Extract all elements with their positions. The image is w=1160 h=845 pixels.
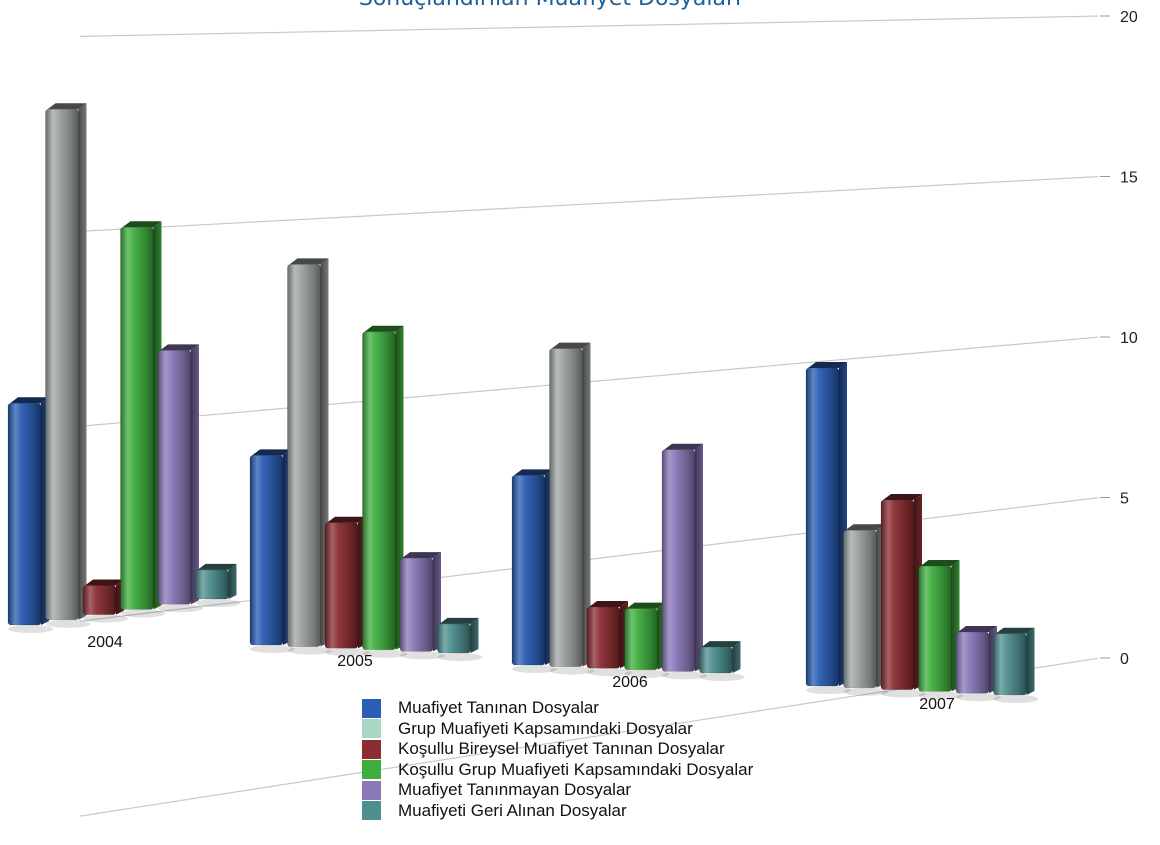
legend-swatch bbox=[362, 801, 381, 821]
y-tick-label: 10 bbox=[1120, 330, 1138, 347]
legend-item: Muafiyeti Geri Alınan Dosyalar bbox=[362, 801, 753, 822]
legend-item: Muafiyet Tanınmayan Dosyalar bbox=[362, 780, 753, 801]
x-tick-label: 2007 bbox=[919, 696, 955, 713]
legend-item: Grup Muafiyeti Kapsamındaki Dosyalar bbox=[362, 719, 753, 740]
bar bbox=[157, 344, 203, 613]
x-tick-label: 2006 bbox=[612, 674, 648, 691]
bar bbox=[195, 563, 241, 607]
legend-swatch bbox=[362, 780, 381, 800]
bar bbox=[549, 342, 595, 675]
x-tick-label: 2005 bbox=[337, 653, 373, 670]
chart-title: Sonuçlandırılan Muafiyet Dosyaları bbox=[0, 0, 1100, 11]
legend-swatch bbox=[362, 739, 381, 759]
legend-label: Koşullu Grup Muafiyeti Kapsamındaki Dosy… bbox=[398, 759, 754, 779]
bar bbox=[880, 494, 926, 698]
bar bbox=[993, 627, 1039, 703]
bar bbox=[437, 617, 483, 661]
legend-swatch bbox=[362, 698, 381, 718]
labels: 0 5 10 15 20 2004 2005 2006 2007 bbox=[87, 9, 1138, 713]
gridline bbox=[79, 15, 1099, 37]
bar bbox=[699, 641, 745, 681]
y-tick-label: 0 bbox=[1120, 651, 1129, 668]
bar bbox=[362, 325, 408, 658]
gridline bbox=[79, 176, 1099, 232]
legend-swatch bbox=[362, 760, 381, 780]
legend-label: Koşullu Bireysel Muafiyet Tanınan Dosyal… bbox=[398, 739, 725, 759]
bar bbox=[661, 443, 707, 680]
x-tick-label: 2004 bbox=[87, 634, 123, 651]
y-tick-label: 15 bbox=[1120, 170, 1138, 187]
legend-label: Muafiyet Tanınmayan Dosyalar bbox=[398, 780, 632, 800]
bar bbox=[287, 258, 333, 655]
y-tick-label: 5 bbox=[1120, 491, 1129, 508]
y-tick-label: 20 bbox=[1120, 9, 1138, 26]
legend-label: Grup Muafiyeti Kapsamındaki Dosyalar bbox=[398, 718, 693, 738]
legend-item: Muafiyet Tanınan Dosyalar bbox=[362, 698, 753, 719]
legend: Muafiyet Tanınan Dosyalar Grup Muafiyeti … bbox=[362, 698, 753, 821]
legend-label: Muafiyeti Geri Alınan Dosyalar bbox=[398, 800, 627, 820]
legend-swatch bbox=[362, 719, 381, 739]
legend-item: Koşullu Grup Muafiyeti Kapsamındaki Dosy… bbox=[362, 760, 753, 781]
bar bbox=[918, 560, 964, 700]
bar bbox=[249, 449, 295, 653]
legend-item: Koşullu Bireysel Muafiyet Tanınan Dosyal… bbox=[362, 739, 753, 760]
bar bbox=[45, 103, 91, 628]
legend-label: Muafiyet Tanınan Dosyalar bbox=[398, 698, 599, 718]
bars bbox=[7, 103, 1039, 703]
